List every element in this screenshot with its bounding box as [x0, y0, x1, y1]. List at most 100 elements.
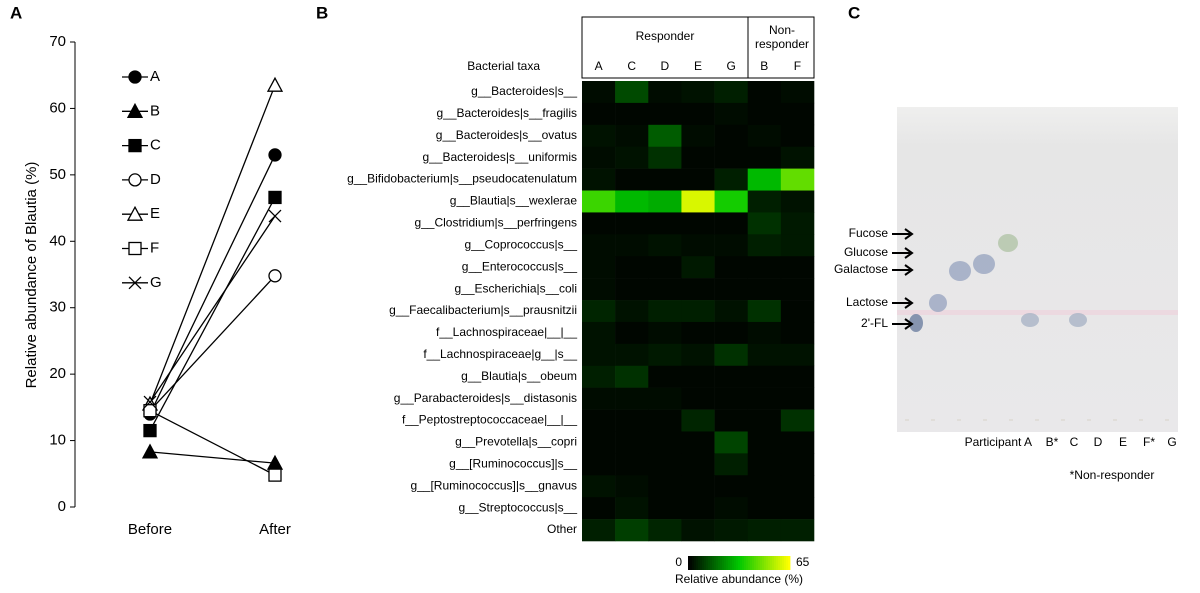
colorbar-segment — [708, 556, 711, 570]
heat-cell — [582, 212, 616, 235]
row-label: f__Peptostreptococcaceae|__|__ — [402, 413, 577, 427]
heat-cell — [681, 321, 715, 345]
heat-cell — [780, 212, 815, 235]
colorbar-segment — [752, 556, 755, 570]
colorbar-segment — [762, 556, 765, 570]
y-tick-label: 20 — [49, 365, 66, 382]
row-label: g__Bacteroides|s__uniformis — [422, 150, 577, 164]
heat-cell — [747, 168, 782, 191]
heat-cell — [780, 190, 815, 213]
panel-label: B — [316, 3, 328, 22]
heat-cell — [747, 453, 782, 476]
colorbar-segment — [734, 556, 737, 570]
column-label: G — [726, 59, 735, 73]
heat-cell — [681, 278, 715, 301]
y-tick-label: 50 — [49, 166, 66, 183]
heat-cell — [780, 475, 815, 498]
lane-label: G — [1167, 435, 1176, 449]
heat-cell — [582, 431, 616, 454]
heat-cell — [780, 519, 815, 542]
lane-label: Participant A — [965, 435, 1032, 449]
heat-cell — [747, 365, 782, 388]
heat-cell — [582, 497, 616, 520]
heat-cell — [681, 497, 715, 520]
lane-label: B* — [1046, 435, 1059, 449]
panel-label: C — [848, 3, 860, 22]
heat-cell — [648, 146, 682, 169]
row-label: g__Bacteroides|s__ovatus — [436, 128, 577, 142]
colorbar-segment — [740, 556, 743, 570]
arrow-head — [904, 297, 914, 309]
heat-cell — [648, 168, 682, 191]
colorbar-tick-label: 0 — [675, 555, 682, 569]
colorbar-segment — [688, 556, 691, 570]
spot — [998, 234, 1018, 252]
marker — [128, 70, 142, 84]
colorbar-segment — [750, 556, 753, 570]
heat-cell — [714, 190, 749, 213]
heat-cell — [648, 278, 682, 301]
group-label-line: Non- — [769, 23, 795, 37]
heat-cell — [681, 300, 715, 323]
row-label: g__Bifidobacterium|s__pseudocatenulatum — [347, 172, 577, 186]
colorbar-segment — [770, 556, 773, 570]
heat-cell — [615, 475, 649, 498]
colorbar-segment — [706, 556, 709, 570]
colorbar-segment — [712, 556, 715, 570]
heat-cell — [648, 497, 682, 520]
spot — [929, 294, 947, 312]
heat-cell — [747, 300, 782, 323]
row-label: g__Bacteroides|s__ — [471, 84, 577, 98]
row-label: g__Blautia|s__wexlerae — [450, 194, 578, 208]
heat-cell — [714, 124, 749, 148]
colorbar-segment — [704, 556, 707, 570]
heat-cell — [615, 190, 649, 213]
colorbar-segment — [786, 556, 789, 570]
colorbar-segment — [730, 556, 733, 570]
heat-cell — [714, 234, 749, 257]
footnote: *Non-responder — [1070, 468, 1155, 482]
heat-cell — [780, 431, 815, 454]
heat-cell — [582, 519, 616, 542]
marker — [141, 443, 159, 459]
heat-cell — [780, 278, 815, 301]
spot-label: Glucose — [844, 245, 888, 259]
row-label: g__Clostridium|s__perfringens — [414, 216, 577, 230]
heat-cell — [615, 168, 649, 191]
heat-cell — [714, 475, 749, 498]
heat-cell — [648, 102, 682, 126]
heat-cell — [780, 256, 815, 279]
heat-cell — [780, 168, 815, 191]
marker — [128, 173, 142, 187]
heat-cell — [582, 343, 616, 367]
heat-cell — [747, 212, 782, 235]
row-label: g__Prevotella|s__copri — [455, 435, 577, 449]
marker — [266, 76, 284, 92]
row-label: g__Parabacteroides|s__distasonis — [394, 391, 577, 405]
spot-label: Fucose — [849, 226, 889, 240]
colorbar-segment — [754, 556, 757, 570]
heat-cell — [615, 102, 649, 126]
series-line — [149, 84, 276, 405]
heat-cell — [780, 409, 815, 432]
heat-cell — [780, 81, 815, 104]
tlc-plate — [897, 107, 1178, 432]
heat-cell — [714, 212, 749, 235]
heat-cell — [780, 146, 815, 169]
spot — [973, 254, 995, 274]
heat-cell — [780, 102, 815, 126]
heat-cell — [714, 321, 749, 345]
colorbar-segment — [724, 556, 727, 570]
lane-label: C — [1070, 435, 1079, 449]
heat-cell — [582, 387, 616, 410]
colorbar-segment — [778, 556, 781, 570]
colorbar-tick-label: 65 — [796, 555, 810, 569]
marker — [268, 468, 282, 482]
colorbar-segment — [742, 556, 745, 570]
y-tick-label: 70 — [49, 33, 66, 50]
heat-cell — [681, 365, 715, 388]
legend-label: F — [150, 239, 159, 256]
heat-cell — [747, 387, 782, 410]
heat-cell — [747, 343, 782, 367]
